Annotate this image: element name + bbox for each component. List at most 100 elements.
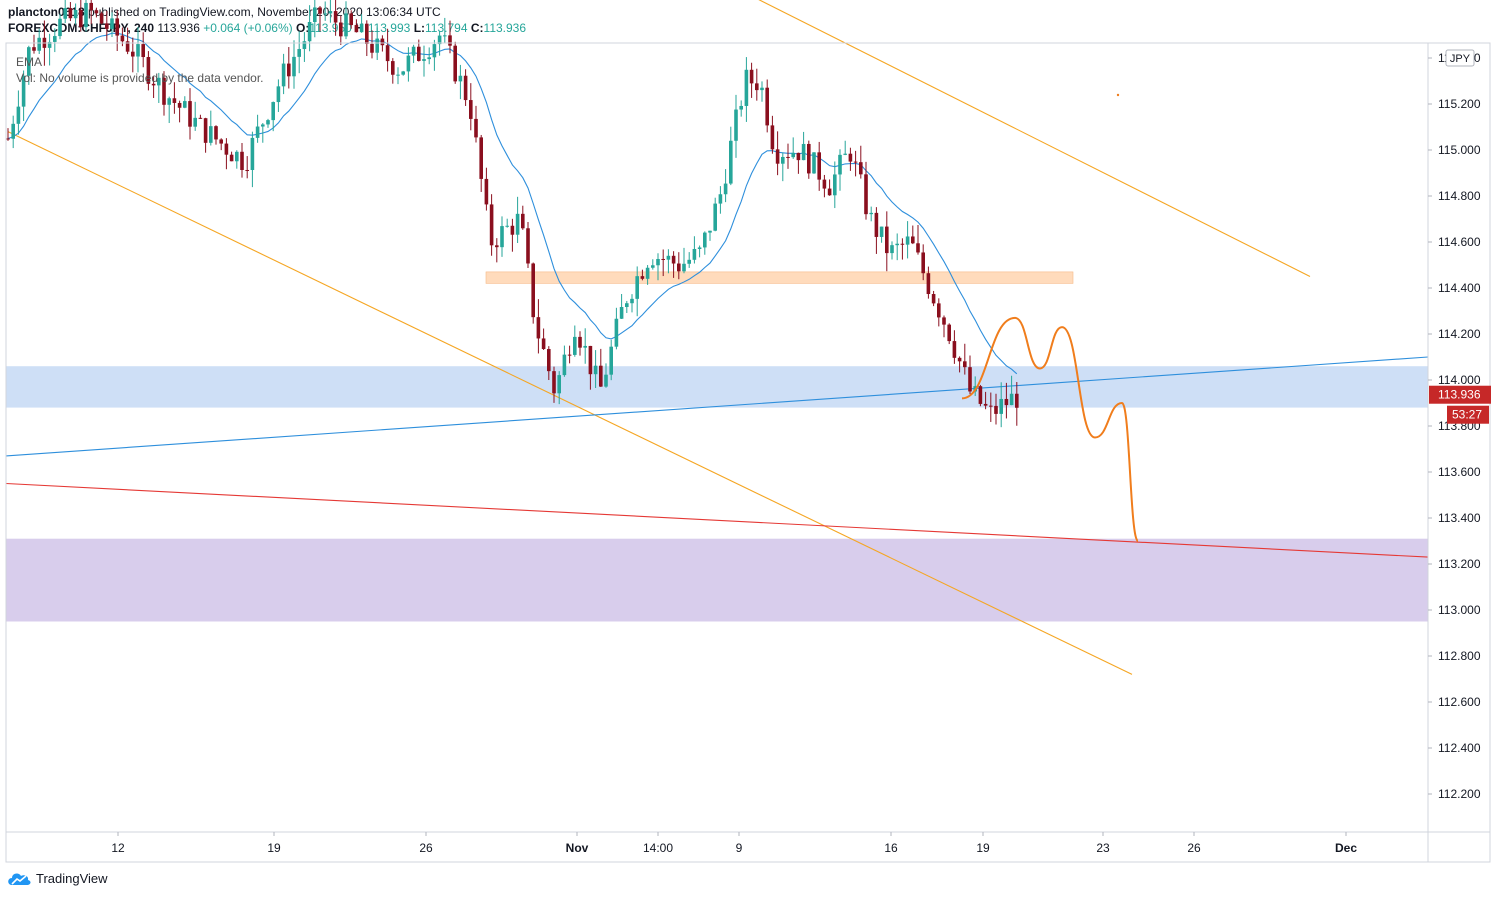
candle-body: [723, 183, 728, 195]
candle-body: [890, 245, 894, 254]
candle-body: [224, 143, 229, 155]
candle: [73, 3, 78, 25]
candle: [588, 345, 593, 390]
candle-body: [796, 152, 801, 161]
candle: [671, 251, 676, 278]
candle: [994, 393, 998, 425]
candle-body: [125, 41, 130, 52]
candle-body: [619, 307, 624, 319]
y-tick-label: 113.000: [1438, 603, 1481, 617]
candle-body: [375, 38, 379, 53]
candle: [796, 152, 801, 174]
candle-body: [775, 149, 780, 164]
candle: [677, 252, 681, 280]
candle-body: [37, 37, 41, 51]
candle: [760, 81, 764, 102]
candle: [859, 145, 863, 179]
candle: [323, 1, 327, 21]
candle-body: [84, 2, 88, 28]
candle-body: [656, 258, 660, 266]
candle-body: [131, 51, 135, 57]
candle: [271, 101, 275, 132]
candle: [791, 137, 795, 159]
candle-body: [245, 169, 249, 171]
candle-body: [443, 35, 447, 37]
candle-body: [963, 361, 967, 368]
candle-body: [235, 151, 239, 162]
candle-body: [708, 230, 712, 233]
candle: [531, 262, 535, 324]
lower-orange: [7, 131, 1133, 675]
orange-zone: [485, 271, 1074, 284]
candle-body: [479, 137, 483, 179]
candle: [245, 156, 249, 179]
candle-body: [292, 56, 296, 77]
candle: [838, 149, 842, 191]
purple-zone: [6, 538, 1428, 622]
candle: [37, 28, 41, 54]
candle-body: [905, 236, 910, 245]
candle-body: [994, 405, 998, 414]
candle-body: [822, 179, 827, 189]
candle: [573, 325, 577, 357]
candle: [989, 392, 993, 422]
candle: [500, 216, 504, 257]
candle: [16, 90, 21, 135]
candle-body: [536, 317, 541, 339]
candle: [489, 194, 494, 256]
candle-body: [614, 318, 619, 347]
candle-body: [255, 126, 260, 138]
candle: [885, 211, 889, 272]
candle: [682, 247, 686, 274]
candle-body: [380, 38, 385, 46]
candle-body: [463, 75, 468, 101]
candle-body: [136, 44, 140, 57]
candle-body: [557, 375, 561, 394]
candle-body: [947, 324, 951, 342]
candle-body: [749, 69, 754, 84]
candle-body: [209, 126, 213, 143]
low-label: L:: [413, 21, 426, 35]
candle-body: [739, 105, 743, 110]
candle: [359, 14, 364, 33]
candle-body: [266, 120, 270, 125]
candle-body: [661, 258, 665, 260]
candle: [318, 6, 322, 32]
candle-body: [864, 174, 868, 215]
currency-badge[interactable]: [1445, 49, 1475, 67]
candle-body: [770, 125, 775, 150]
candle: [307, 5, 312, 52]
candle: [625, 300, 629, 313]
candle: [703, 231, 707, 255]
candle: [812, 152, 816, 174]
candle-body: [250, 137, 255, 171]
candle-body: [391, 61, 395, 75]
candle: [99, 11, 104, 25]
candle-body: [240, 151, 244, 170]
candle: [198, 114, 203, 119]
x-tick-label: 16: [884, 841, 898, 855]
candle: [443, 17, 447, 43]
candle-body: [968, 367, 972, 392]
candle: [822, 174, 827, 198]
candle: [614, 307, 619, 350]
candle-body: [63, 8, 67, 19]
candle: [656, 253, 660, 281]
candle-body: [458, 75, 463, 82]
candle: [292, 40, 296, 89]
upper-orange: [758, 0, 1311, 277]
candle-body: [677, 263, 681, 272]
ema-legend[interactable]: EMA: [16, 55, 43, 69]
candle: [526, 221, 530, 269]
zones-layer: [6, 271, 1428, 622]
candle: [807, 140, 811, 179]
candle-body: [625, 303, 629, 308]
candle-body: [500, 226, 504, 248]
candle-body: [146, 57, 151, 84]
tradingview-logo[interactable]: TradingView: [6, 870, 108, 886]
candle: [604, 363, 608, 388]
candle-body: [489, 204, 494, 246]
candle: [79, 0, 83, 32]
candle-body: [73, 9, 78, 19]
